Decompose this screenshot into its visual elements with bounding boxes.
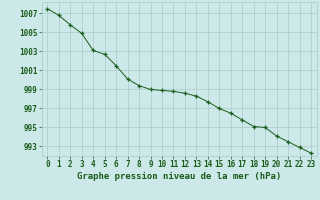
- X-axis label: Graphe pression niveau de la mer (hPa): Graphe pression niveau de la mer (hPa): [77, 172, 281, 181]
